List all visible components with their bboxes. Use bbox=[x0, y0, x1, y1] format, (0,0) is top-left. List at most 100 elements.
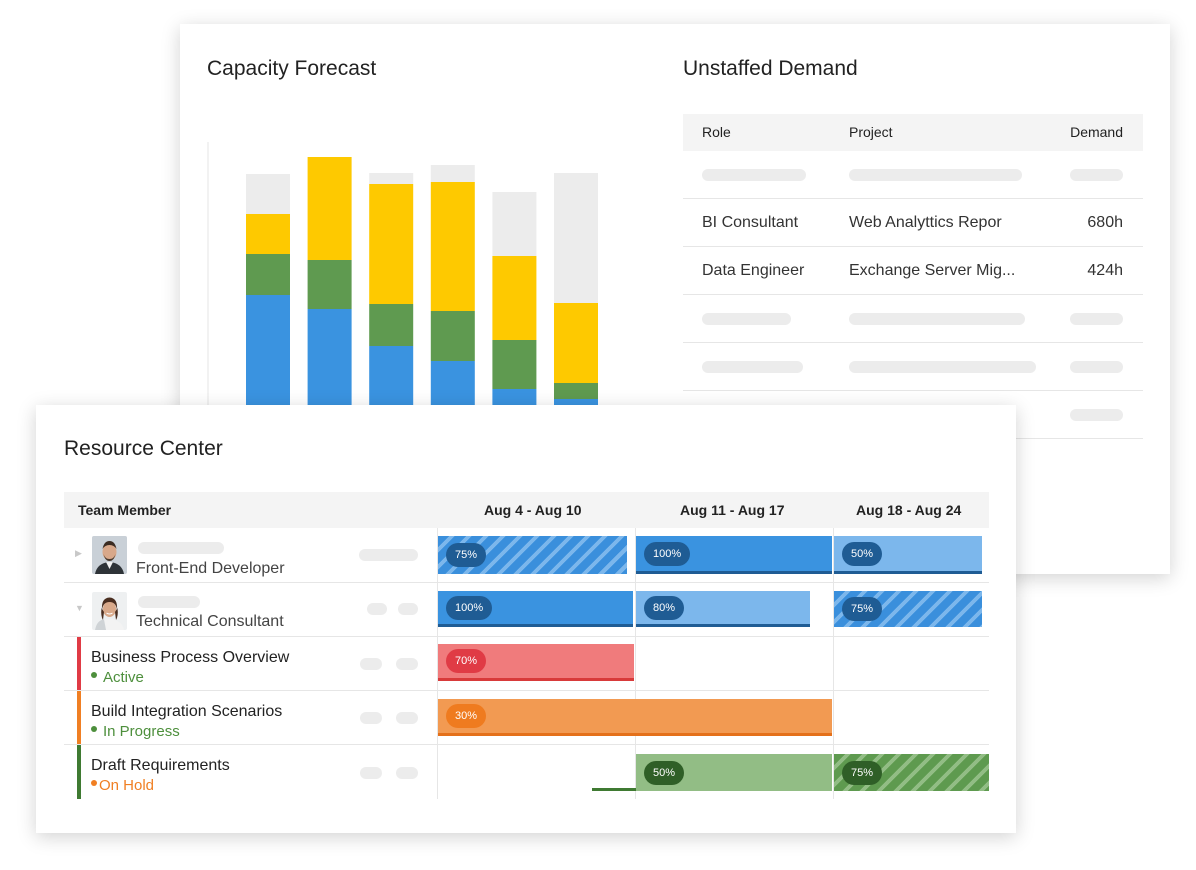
bar-segment-1-1[interactable] bbox=[246, 295, 290, 407]
resource-center-panel: Resource Center Team Member Aug 4 - Aug … bbox=[36, 405, 1016, 833]
table-row[interactable]: Data Engineer Exchange Server Mig... 424… bbox=[683, 247, 1143, 295]
team-member-row[interactable]: ▶ Front-End Developer 75% 100% bbox=[64, 528, 989, 583]
task-name: Draft Requirements bbox=[91, 757, 230, 774]
bar-segment-6-1[interactable] bbox=[554, 399, 598, 407]
bar-segment-2-1[interactable] bbox=[307, 309, 352, 407]
table-row[interactable]: BI Consultant Web Analyttics Repor 680h bbox=[683, 199, 1143, 247]
column-divider bbox=[437, 637, 438, 690]
column-divider bbox=[833, 745, 834, 799]
column-divider bbox=[833, 691, 834, 744]
allocation-bar[interactable]: 75% bbox=[438, 536, 627, 574]
allocation-bar[interactable]: 70% bbox=[438, 644, 634, 681]
placeholder-pill bbox=[1070, 409, 1123, 421]
table-row-placeholder bbox=[683, 343, 1143, 391]
bar-segment-5-3[interactable] bbox=[492, 256, 537, 340]
column-divider bbox=[437, 583, 438, 636]
task-row[interactable]: Draft Requirements On Hold 50% 75% bbox=[64, 745, 989, 799]
allocation-bar[interactable]: 50% bbox=[834, 536, 982, 574]
team-member-role: Technical Consultant bbox=[136, 613, 284, 630]
cell-project: Web Analyttics Repor bbox=[849, 214, 1002, 231]
task-status-label: In Progress bbox=[103, 723, 180, 740]
column-header-week-3[interactable]: Aug 18 - Aug 24 bbox=[856, 502, 962, 518]
allocation-bar[interactable]: 100% bbox=[438, 591, 633, 627]
bar-segment-6-3[interactable] bbox=[554, 303, 598, 383]
allocation-bar[interactable]: 75% bbox=[834, 754, 989, 791]
cell-demand: 424h bbox=[1087, 262, 1123, 279]
cell-project: Exchange Server Mig... bbox=[849, 262, 1016, 279]
bar-segment-4-4[interactable] bbox=[430, 165, 475, 182]
bar-segment-5-4[interactable] bbox=[492, 192, 537, 256]
column-header-role[interactable]: Role bbox=[702, 124, 731, 140]
placeholder-pill bbox=[396, 712, 418, 724]
task-row[interactable]: Business Process Overview Active 70% bbox=[64, 637, 989, 691]
bar-segment-2-2[interactable] bbox=[307, 260, 352, 309]
cell-demand: 680h bbox=[1087, 214, 1123, 231]
allocation-bar[interactable]: 100% bbox=[636, 536, 832, 574]
chevron-down-icon[interactable]: ▼ bbox=[75, 603, 84, 613]
placeholder-pill bbox=[396, 658, 418, 670]
bar-segment-1-3[interactable] bbox=[246, 214, 290, 254]
bar-segment-6-4[interactable] bbox=[554, 173, 598, 303]
placeholder-pill bbox=[702, 169, 806, 181]
bar-segment-3-4[interactable] bbox=[369, 173, 414, 184]
bar-segment-1-4[interactable] bbox=[246, 174, 290, 214]
task-status: On Hold bbox=[91, 777, 154, 794]
allocation-badge: 30% bbox=[446, 704, 487, 728]
cell-role: Data Engineer bbox=[702, 262, 805, 279]
column-divider bbox=[635, 583, 636, 636]
chevron-right-icon[interactable]: ▶ bbox=[75, 548, 82, 558]
bar-segment-5-1[interactable] bbox=[492, 389, 537, 407]
column-header-team-member[interactable]: Team Member bbox=[78, 502, 172, 518]
column-header-project[interactable]: Project bbox=[849, 124, 893, 140]
column-header-week-1[interactable]: Aug 4 - Aug 10 bbox=[484, 502, 582, 518]
allocation-badge: 70% bbox=[446, 649, 487, 673]
bar-segment-1-2[interactable] bbox=[246, 254, 290, 295]
capacity-forecast-title: Capacity Forecast bbox=[207, 57, 377, 80]
avatar bbox=[92, 536, 127, 574]
column-header-demand[interactable]: Demand bbox=[1070, 124, 1123, 140]
team-member-row[interactable]: ▼ Technical Consultant 100% bbox=[64, 583, 989, 637]
column-divider bbox=[437, 528, 438, 582]
column-header-week-2[interactable]: Aug 11 - Aug 17 bbox=[680, 502, 785, 518]
status-dot-icon bbox=[91, 780, 97, 787]
task-status-label: Active bbox=[103, 669, 144, 686]
placeholder-pill bbox=[702, 313, 791, 325]
allocation-bar[interactable]: 30% bbox=[438, 699, 832, 736]
allocation-bar[interactable]: 75% bbox=[834, 591, 982, 627]
allocation-bar[interactable]: 80% bbox=[636, 591, 810, 627]
allocation-badge: 50% bbox=[644, 760, 685, 785]
placeholder-pill bbox=[702, 361, 803, 373]
bar-segment-2-3[interactable] bbox=[307, 157, 352, 260]
task-color-marker bbox=[77, 691, 81, 744]
column-divider bbox=[635, 637, 636, 690]
column-divider bbox=[635, 745, 636, 799]
task-color-marker bbox=[77, 745, 81, 799]
placeholder-pill bbox=[1070, 361, 1123, 373]
resource-center-title: Resource Center bbox=[64, 437, 223, 460]
column-divider bbox=[635, 528, 636, 582]
placeholder-pill bbox=[396, 767, 418, 779]
task-name: Build Integration Scenarios bbox=[91, 703, 283, 720]
bar-segment-4-3[interactable] bbox=[430, 182, 475, 311]
placeholder-pill bbox=[849, 313, 1025, 325]
team-member-role: Front-End Developer bbox=[136, 560, 285, 577]
allocation-badge: 75% bbox=[446, 543, 487, 567]
bar-segment-6-2[interactable] bbox=[554, 383, 598, 399]
column-divider bbox=[833, 583, 834, 636]
bar-segment-3-2[interactable] bbox=[369, 304, 414, 346]
placeholder-pill bbox=[360, 767, 382, 779]
bar-segment-3-3[interactable] bbox=[369, 184, 414, 304]
bar-segment-3-1[interactable] bbox=[369, 346, 414, 407]
task-status: Active bbox=[91, 669, 144, 686]
allocation-bar[interactable]: 50% bbox=[636, 754, 832, 791]
allocation-badge: 100% bbox=[446, 595, 493, 620]
placeholder-pill bbox=[849, 169, 1022, 181]
task-status: In Progress bbox=[91, 723, 180, 740]
bar-segment-5-2[interactable] bbox=[492, 340, 537, 389]
placeholder-pill bbox=[1070, 313, 1123, 325]
bar-segment-4-2[interactable] bbox=[430, 311, 475, 361]
task-name: Business Process Overview bbox=[91, 649, 290, 666]
placeholder-pill bbox=[398, 603, 418, 615]
task-row[interactable]: Build Integration Scenarios In Progress … bbox=[64, 691, 989, 745]
bar-segment-4-1[interactable] bbox=[430, 361, 475, 407]
